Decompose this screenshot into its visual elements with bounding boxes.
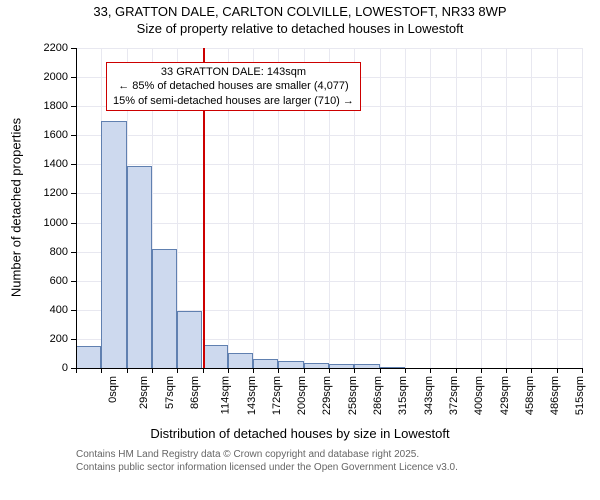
x-tick-label: 458sqm bbox=[524, 376, 536, 415]
annotation-line: 15% of semi-detached houses are larger (… bbox=[113, 94, 354, 108]
x-tick-label: 114sqm bbox=[220, 376, 232, 414]
x-tick-label: 57sqm bbox=[164, 376, 176, 409]
histogram-bar bbox=[76, 346, 101, 368]
histogram-bar bbox=[228, 353, 253, 368]
grid-line-v bbox=[481, 48, 482, 368]
grid-line-v bbox=[557, 48, 558, 368]
histogram-bar bbox=[203, 345, 228, 368]
y-tick-label: 0 bbox=[38, 362, 68, 374]
x-tick-label: 143sqm bbox=[246, 376, 258, 415]
grid-line-v bbox=[430, 48, 431, 368]
histogram-bar bbox=[152, 249, 177, 368]
x-tick-label: 515sqm bbox=[575, 376, 587, 415]
x-axis-title: Distribution of detached houses by size … bbox=[0, 426, 600, 441]
x-tick-label: 229sqm bbox=[322, 376, 334, 415]
y-tick-label: 2000 bbox=[38, 71, 68, 83]
x-tick-label: 200sqm bbox=[296, 376, 308, 415]
x-axis-line bbox=[76, 368, 582, 369]
y-tick-label: 800 bbox=[38, 246, 68, 258]
y-tick-label: 600 bbox=[38, 275, 68, 287]
grid-line-v bbox=[405, 48, 406, 368]
y-axis-line bbox=[76, 48, 77, 368]
annotation-box: 33 GRATTON DALE: 143sqm← 85% of detached… bbox=[106, 62, 361, 111]
y-tick-label: 1800 bbox=[38, 100, 68, 112]
y-tick-label: 1000 bbox=[38, 217, 68, 229]
grid-line-v bbox=[456, 48, 457, 368]
property-size-chart: 33, GRATTON DALE, CARLTON COLVILLE, LOWE… bbox=[0, 0, 600, 500]
x-tick-label: 429sqm bbox=[499, 376, 511, 415]
grid-line-v bbox=[582, 48, 583, 368]
footer-note: Contains HM Land Registry data © Crown c… bbox=[76, 448, 458, 474]
title-line-1: 33, GRATTON DALE, CARLTON COLVILLE, LOWE… bbox=[0, 4, 600, 21]
x-tick bbox=[582, 368, 583, 373]
y-tick-label: 1600 bbox=[38, 129, 68, 141]
x-tick-label: 286sqm bbox=[372, 376, 384, 415]
x-tick-label: 486sqm bbox=[549, 376, 561, 415]
x-tick-label: 400sqm bbox=[473, 376, 485, 415]
x-tick-label: 343sqm bbox=[423, 376, 435, 415]
histogram-bar bbox=[101, 121, 126, 368]
grid-line-v bbox=[380, 48, 381, 368]
x-tick-label: 0sqm bbox=[107, 376, 119, 403]
x-tick-label: 258sqm bbox=[347, 376, 359, 415]
y-tick-label: 400 bbox=[38, 304, 68, 316]
footer-line-2: Contains public sector information licen… bbox=[76, 461, 458, 474]
x-tick-label: 86sqm bbox=[189, 376, 201, 409]
x-tick-label: 315sqm bbox=[397, 376, 409, 415]
x-tick-label: 29sqm bbox=[138, 376, 150, 409]
y-tick-label: 1200 bbox=[38, 187, 68, 199]
histogram-bar bbox=[253, 359, 278, 368]
y-axis-title: Number of detached properties bbox=[9, 108, 24, 308]
x-tick-label: 172sqm bbox=[271, 376, 283, 415]
annotation-line: 33 GRATTON DALE: 143sqm bbox=[113, 65, 354, 79]
histogram-bar bbox=[177, 311, 202, 368]
footer-line-1: Contains HM Land Registry data © Crown c… bbox=[76, 448, 458, 461]
title-line-2: Size of property relative to detached ho… bbox=[0, 21, 600, 38]
x-tick-label: 372sqm bbox=[448, 376, 460, 415]
grid-line-v bbox=[506, 48, 507, 368]
y-tick-label: 2200 bbox=[38, 42, 68, 54]
y-tick-label: 1400 bbox=[38, 158, 68, 170]
chart-title: 33, GRATTON DALE, CARLTON COLVILLE, LOWE… bbox=[0, 4, 600, 38]
grid-line-v bbox=[531, 48, 532, 368]
y-tick-label: 200 bbox=[38, 333, 68, 345]
annotation-line: ← 85% of detached houses are smaller (4,… bbox=[113, 79, 354, 93]
histogram-bar bbox=[127, 166, 152, 368]
